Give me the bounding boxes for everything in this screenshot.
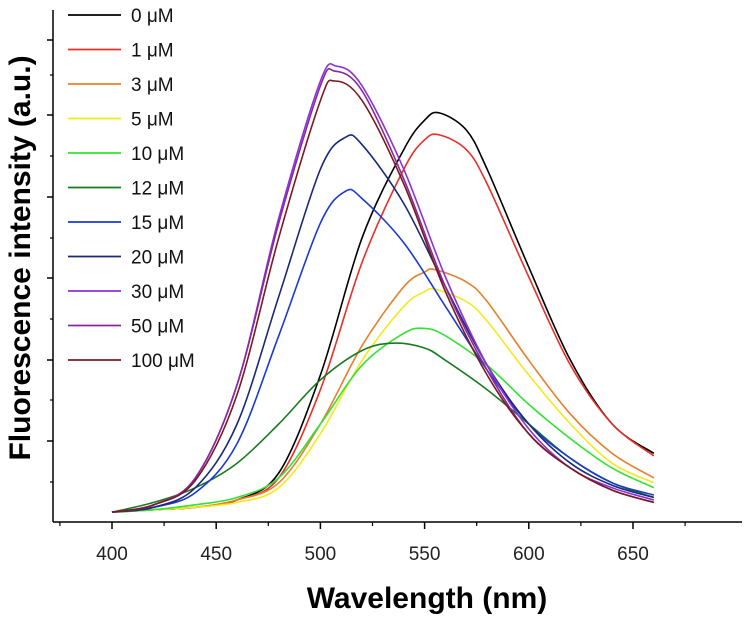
legend-label-0: 0 μM [131, 6, 174, 27]
x-tick-label: 650 [617, 544, 649, 565]
legend: 0 μM 1 μM 3 μM 5 μM 10 μM 12 μM 15 μM 20 μM 30 μ… [68, 6, 195, 372]
axes [52, 10, 742, 523]
series-lines [111, 63, 655, 513]
x-axis-title: Wavelength (nm) [307, 582, 548, 615]
legend-label-6: 15 μM [131, 213, 184, 234]
legend-label-5: 12 μM [131, 179, 184, 200]
series-line-6 [111, 188, 655, 513]
legend-label-3: 5 μM [131, 110, 174, 131]
series-line-2 [111, 268, 655, 513]
x-tick-label: 400 [96, 544, 128, 565]
legend-label-1: 1 μM [131, 41, 174, 62]
y-axis-title: Fluorescence intensity (a.u.) [4, 55, 37, 460]
x-tick-label: 600 [513, 544, 545, 565]
x-tick-label: 550 [409, 544, 441, 565]
legend-label-7: 20 μM [131, 248, 184, 269]
x-tick-label: 450 [200, 544, 232, 565]
legend-label-4: 10 μM [131, 144, 184, 165]
x-tick-label: 500 [305, 544, 337, 565]
series-line-10 [111, 79, 655, 513]
legend-label-9: 50 μM [131, 317, 184, 338]
y-ticks [47, 39, 53, 483]
x-ticks [59, 522, 686, 529]
series-line-9 [111, 67, 655, 513]
legend-label-2: 3 μM [131, 75, 174, 96]
x-tick-labels: 400 450 500 550 600 650 [96, 544, 649, 565]
legend-label-10: 100 μM [131, 351, 195, 372]
legend-label-8: 30 μM [131, 282, 184, 303]
series-line-4 [111, 327, 655, 513]
series-line-7 [111, 134, 655, 513]
series-line-3 [111, 287, 655, 513]
